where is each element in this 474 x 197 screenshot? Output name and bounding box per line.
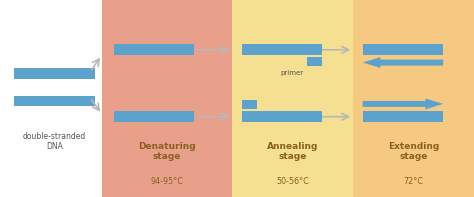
Bar (114, 44, 194, 55)
Bar (14, 96, 95, 106)
Bar (242, 100, 257, 109)
Bar (307, 57, 322, 66)
Text: 94-95°C: 94-95°C (151, 177, 183, 186)
Bar (363, 111, 443, 122)
Text: Annealing
stage: Annealing stage (267, 142, 319, 161)
Bar (242, 111, 322, 122)
Text: double-stranded
DNA: double-stranded DNA (23, 132, 86, 151)
Text: 50-56°C: 50-56°C (276, 177, 309, 186)
Bar (114, 111, 194, 122)
Bar (353, 0, 474, 197)
Text: Denaturing
stage: Denaturing stage (138, 142, 196, 161)
FancyArrow shape (363, 98, 443, 109)
Text: 72°C: 72°C (404, 177, 423, 186)
Bar (363, 44, 443, 55)
Bar (232, 0, 353, 197)
Text: primer: primer (280, 70, 303, 76)
Text: Extending
stage: Extending stage (388, 142, 439, 161)
Bar (102, 0, 232, 197)
Bar (14, 68, 95, 79)
Bar (242, 44, 322, 55)
FancyArrow shape (363, 57, 443, 68)
